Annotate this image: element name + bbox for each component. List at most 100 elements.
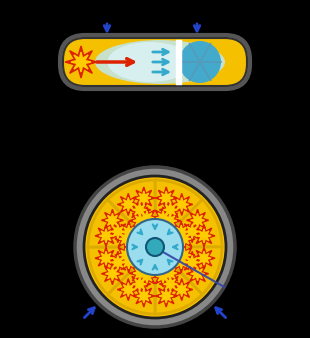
Polygon shape: [177, 248, 191, 262]
Polygon shape: [117, 193, 139, 215]
Polygon shape: [105, 213, 119, 227]
FancyBboxPatch shape: [63, 38, 247, 86]
FancyBboxPatch shape: [65, 40, 245, 84]
Polygon shape: [181, 251, 203, 273]
Polygon shape: [107, 221, 129, 243]
Circle shape: [146, 238, 164, 256]
Wedge shape: [88, 247, 155, 294]
Wedge shape: [155, 247, 222, 294]
Polygon shape: [136, 265, 158, 287]
Polygon shape: [137, 191, 151, 205]
Polygon shape: [170, 251, 192, 273]
Polygon shape: [187, 209, 209, 231]
Ellipse shape: [95, 40, 225, 84]
Ellipse shape: [108, 42, 193, 82]
Polygon shape: [133, 187, 155, 209]
FancyBboxPatch shape: [60, 35, 250, 89]
Polygon shape: [185, 256, 199, 269]
Polygon shape: [101, 209, 123, 231]
Circle shape: [84, 176, 226, 318]
Polygon shape: [121, 283, 135, 296]
Polygon shape: [129, 262, 151, 284]
Polygon shape: [119, 232, 133, 246]
Wedge shape: [155, 200, 222, 247]
Polygon shape: [193, 247, 215, 269]
Wedge shape: [108, 180, 155, 247]
Polygon shape: [171, 193, 193, 215]
Polygon shape: [163, 266, 177, 280]
Polygon shape: [119, 248, 133, 262]
Polygon shape: [107, 251, 129, 273]
Polygon shape: [122, 255, 136, 269]
Polygon shape: [105, 267, 119, 281]
Polygon shape: [185, 225, 199, 239]
Polygon shape: [174, 255, 188, 269]
Polygon shape: [133, 277, 147, 291]
Polygon shape: [197, 229, 211, 243]
Polygon shape: [159, 289, 173, 303]
Wedge shape: [108, 247, 155, 314]
Polygon shape: [99, 229, 113, 243]
Polygon shape: [136, 207, 158, 229]
Polygon shape: [170, 221, 192, 243]
Polygon shape: [191, 213, 205, 227]
Polygon shape: [133, 203, 147, 217]
Polygon shape: [99, 251, 113, 265]
Polygon shape: [111, 256, 125, 269]
Polygon shape: [159, 262, 181, 284]
Polygon shape: [173, 228, 195, 250]
Polygon shape: [163, 214, 177, 228]
Circle shape: [75, 167, 235, 327]
Polygon shape: [152, 207, 174, 229]
Polygon shape: [174, 225, 188, 239]
Polygon shape: [177, 232, 191, 246]
Polygon shape: [193, 225, 215, 247]
Polygon shape: [159, 191, 173, 205]
Polygon shape: [163, 203, 177, 217]
Polygon shape: [129, 199, 151, 221]
Polygon shape: [175, 197, 189, 212]
Polygon shape: [95, 247, 117, 269]
Polygon shape: [137, 289, 151, 303]
Polygon shape: [118, 251, 140, 273]
Polygon shape: [115, 228, 137, 250]
Polygon shape: [133, 266, 147, 280]
Polygon shape: [156, 211, 170, 225]
Polygon shape: [111, 225, 125, 239]
Polygon shape: [163, 277, 177, 291]
Polygon shape: [133, 214, 147, 228]
Polygon shape: [118, 221, 140, 243]
Polygon shape: [101, 263, 123, 285]
Polygon shape: [159, 210, 181, 232]
Wedge shape: [88, 200, 155, 247]
Polygon shape: [175, 283, 189, 296]
Polygon shape: [181, 221, 203, 243]
Polygon shape: [173, 244, 195, 266]
Polygon shape: [156, 269, 170, 283]
Polygon shape: [133, 285, 155, 307]
Polygon shape: [191, 267, 205, 281]
Polygon shape: [117, 279, 139, 300]
Polygon shape: [155, 285, 177, 307]
Polygon shape: [171, 279, 193, 300]
Polygon shape: [129, 273, 151, 295]
Polygon shape: [129, 210, 151, 232]
Circle shape: [179, 41, 221, 83]
Polygon shape: [65, 46, 97, 78]
Polygon shape: [115, 244, 137, 266]
Polygon shape: [71, 52, 91, 72]
Polygon shape: [121, 197, 135, 212]
Polygon shape: [197, 251, 211, 265]
Polygon shape: [95, 225, 117, 247]
Polygon shape: [187, 263, 209, 285]
Polygon shape: [159, 199, 181, 221]
Circle shape: [127, 219, 183, 275]
Polygon shape: [122, 225, 136, 239]
Polygon shape: [140, 269, 154, 283]
Polygon shape: [140, 211, 154, 225]
Polygon shape: [152, 265, 174, 287]
Wedge shape: [155, 247, 202, 314]
Polygon shape: [155, 187, 177, 209]
Wedge shape: [155, 180, 202, 247]
Polygon shape: [159, 273, 181, 295]
